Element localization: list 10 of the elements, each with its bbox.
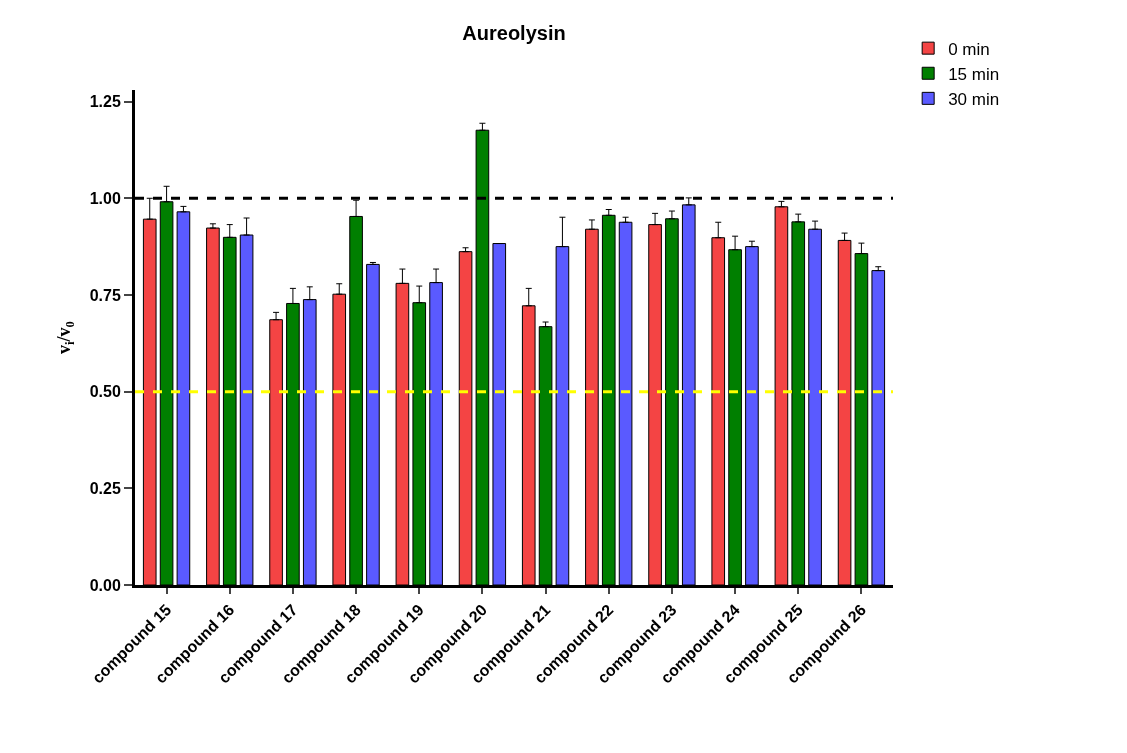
y-tick-label: 1.00 bbox=[89, 189, 121, 207]
legend-label: 15 min bbox=[948, 64, 1000, 84]
legend-label: 30 min bbox=[948, 89, 1000, 109]
chart-title: Aureolysin bbox=[462, 22, 566, 45]
y-tick-label: 0.25 bbox=[89, 479, 121, 497]
legend-label: 0 min bbox=[948, 39, 990, 59]
y-tick-label: 0.75 bbox=[89, 286, 121, 304]
y-tick-label: 0.50 bbox=[89, 383, 121, 401]
y-tick-label: 0.00 bbox=[89, 576, 121, 594]
y-tick-label: 1.25 bbox=[89, 93, 121, 111]
